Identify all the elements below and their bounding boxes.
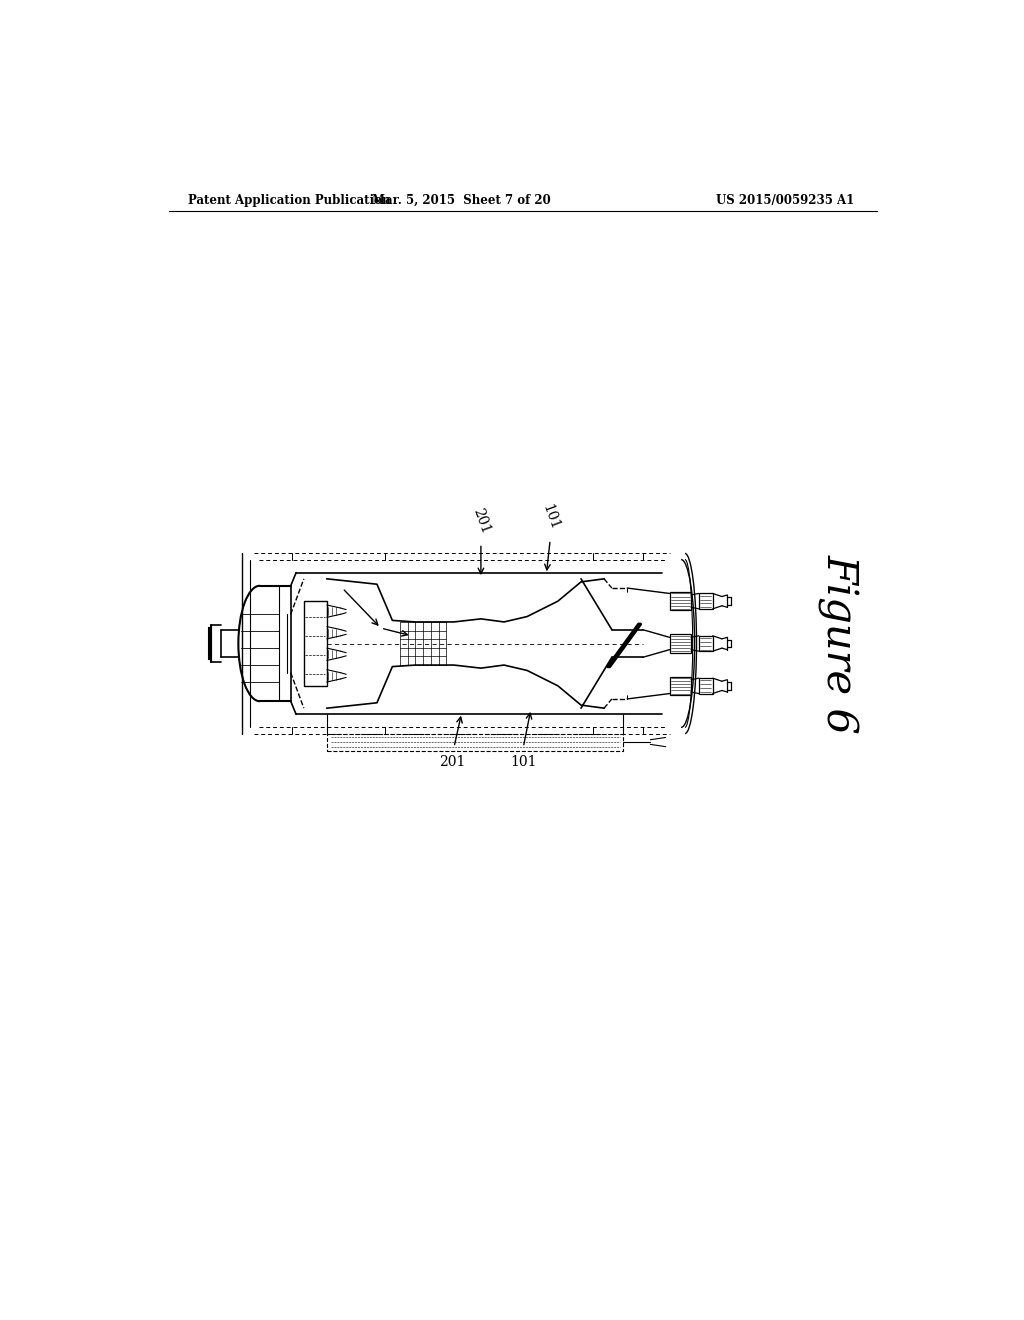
Bar [670,591,691,610]
Bar [698,594,713,609]
Text: 201: 201 [439,755,466,770]
Bar [327,734,624,751]
Bar [698,678,713,693]
Text: 101: 101 [510,755,537,770]
Text: Figure 6: Figure 6 [818,553,860,734]
Bar [304,601,327,686]
Text: US 2015/0059235 A1: US 2015/0059235 A1 [716,194,854,207]
Text: 101: 101 [539,502,561,532]
Text: 201: 201 [470,506,492,536]
Text: Patent Application Publication: Patent Application Publication [188,194,391,207]
Bar [698,636,713,651]
Bar [670,635,691,653]
Text: Mar. 5, 2015  Sheet 7 of 20: Mar. 5, 2015 Sheet 7 of 20 [373,194,551,207]
Bar [209,628,211,659]
Bar [670,677,691,696]
